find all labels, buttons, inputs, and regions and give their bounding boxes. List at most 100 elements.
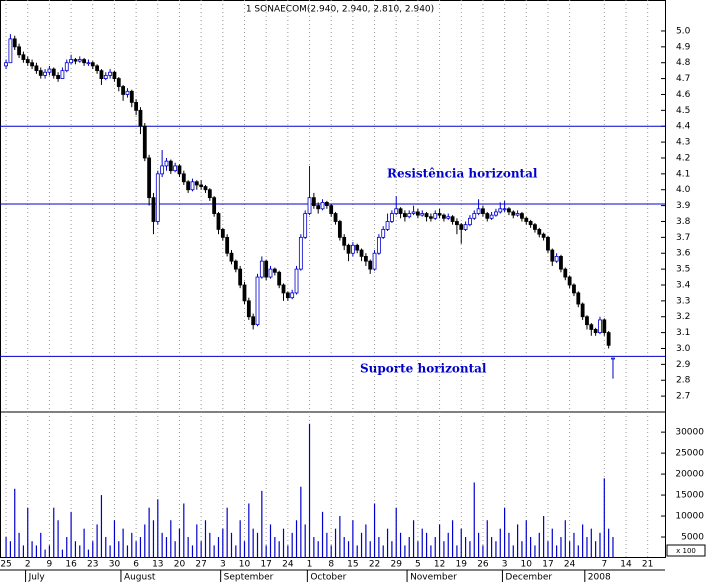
volume-tick-label: 5000 bbox=[681, 533, 704, 543]
candle-body bbox=[576, 292, 581, 305]
volume-tick-label: 25000 bbox=[675, 449, 704, 459]
candle-body bbox=[285, 292, 290, 299]
candle-body bbox=[17, 46, 21, 56]
candle-body bbox=[398, 208, 403, 214]
candle-body bbox=[324, 202, 329, 207]
annotation: Resistência horizontal bbox=[387, 167, 538, 181]
candle-body bbox=[394, 208, 399, 214]
candle-body bbox=[129, 90, 134, 103]
candle-body bbox=[533, 224, 537, 230]
x-tick-label: 3 bbox=[502, 560, 508, 570]
candle-body bbox=[429, 216, 433, 219]
x-tick-label: 30 bbox=[109, 560, 121, 570]
candle-body bbox=[233, 260, 238, 270]
month-label: September bbox=[224, 573, 274, 582]
candle-body bbox=[307, 197, 312, 214]
candle-body bbox=[99, 70, 104, 79]
candle-body bbox=[437, 213, 442, 216]
x-tick-label: 24 bbox=[282, 560, 294, 570]
candle-body bbox=[186, 181, 191, 191]
x-tick-label: 2 bbox=[25, 560, 31, 570]
candle-body bbox=[212, 197, 217, 214]
unit-box bbox=[666, 544, 706, 557]
candle-body bbox=[155, 173, 160, 222]
candle-body bbox=[320, 202, 325, 210]
candle-body bbox=[363, 256, 368, 262]
candle-body bbox=[151, 197, 156, 222]
x-tick-label: 3 bbox=[220, 560, 226, 570]
candle-body bbox=[541, 233, 546, 238]
x-tick-label: 17 bbox=[260, 560, 271, 570]
candle-body bbox=[476, 208, 481, 214]
candle-body bbox=[95, 65, 100, 72]
candle-body bbox=[376, 236, 381, 254]
candle-body bbox=[546, 236, 550, 251]
candle-body bbox=[559, 256, 563, 270]
x-tick-label: 5 bbox=[415, 560, 421, 570]
candle-body bbox=[602, 319, 607, 334]
candle-body bbox=[303, 213, 308, 238]
volume-tick-label: 10000 bbox=[675, 512, 704, 522]
candle-body bbox=[268, 268, 273, 278]
x-tick-label: 9 bbox=[47, 560, 53, 570]
x-tick-label: 22 bbox=[369, 560, 380, 570]
candle-body bbox=[511, 211, 516, 216]
candle-body bbox=[259, 260, 264, 278]
candle-body bbox=[337, 221, 342, 238]
candle-body bbox=[82, 59, 87, 64]
candle-body bbox=[108, 71, 113, 76]
candle-body bbox=[86, 62, 91, 65]
x-tick-label: 29 bbox=[390, 560, 402, 570]
y-tick-label: 4.0 bbox=[676, 185, 691, 195]
candle-body bbox=[21, 54, 26, 60]
candle-body bbox=[12, 38, 17, 48]
candle-body bbox=[593, 329, 598, 334]
candle-body bbox=[164, 160, 169, 167]
candle-body bbox=[494, 211, 498, 216]
candle-body bbox=[528, 221, 533, 226]
candle-body bbox=[173, 165, 178, 172]
candle-body bbox=[121, 86, 126, 95]
candle-body bbox=[281, 284, 286, 294]
candle-body bbox=[47, 68, 52, 73]
candle-body bbox=[311, 197, 316, 207]
candle-body bbox=[515, 213, 520, 216]
candle-body bbox=[567, 276, 572, 286]
month-label: July bbox=[28, 573, 46, 582]
candle-body bbox=[424, 213, 429, 218]
candle-body bbox=[450, 216, 455, 222]
x-tick-label: 10 bbox=[239, 560, 251, 570]
candle-body bbox=[333, 213, 338, 222]
candle-body bbox=[242, 284, 247, 302]
candle-body bbox=[381, 229, 386, 238]
candle-body bbox=[481, 208, 485, 214]
candle-body bbox=[463, 224, 468, 230]
candle-body bbox=[342, 236, 347, 246]
candle-body bbox=[216, 213, 221, 230]
candle-body bbox=[589, 324, 594, 330]
y-tick-label: 3.0 bbox=[676, 344, 691, 354]
candle-body bbox=[459, 224, 464, 230]
candle-body bbox=[537, 229, 542, 235]
x-tick-label: 24 bbox=[564, 560, 576, 570]
candle-body bbox=[277, 271, 282, 286]
candle-body bbox=[203, 186, 208, 191]
x-tick-label: 15 bbox=[347, 560, 358, 570]
volume-tick-label: 15000 bbox=[675, 491, 704, 501]
volume-tick-label: 30000 bbox=[675, 428, 704, 438]
candle-body bbox=[77, 59, 82, 62]
y-tick-label: 4.1 bbox=[676, 169, 690, 179]
y-tick-label: 4.2 bbox=[676, 153, 690, 163]
candle-body bbox=[416, 211, 420, 216]
y-tick-label: 4.6 bbox=[676, 90, 691, 100]
candle-body bbox=[498, 208, 503, 213]
y-tick-label: 3.8 bbox=[676, 217, 691, 227]
candle-body bbox=[194, 181, 199, 186]
candle-body bbox=[60, 70, 65, 79]
candle-body bbox=[73, 59, 78, 62]
candle-body bbox=[346, 244, 351, 254]
candle-body bbox=[372, 252, 377, 270]
y-tick-label: 2.8 bbox=[676, 376, 691, 386]
candle-body bbox=[147, 157, 152, 199]
